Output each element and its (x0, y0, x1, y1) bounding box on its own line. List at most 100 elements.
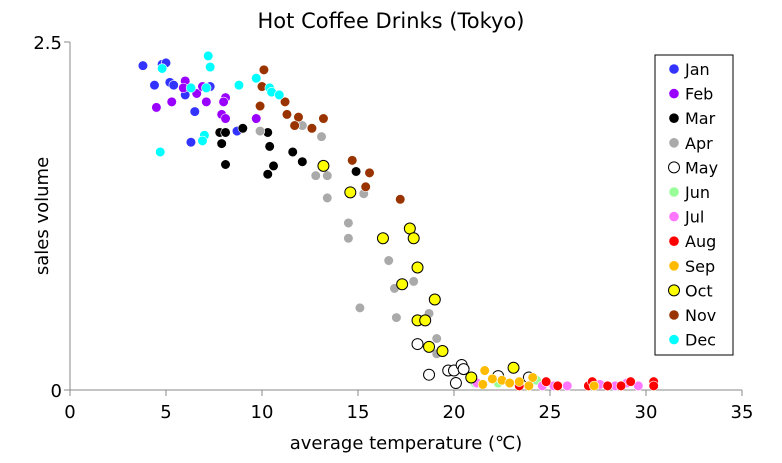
y-tick-label: 2.5 (33, 33, 62, 54)
data-point-dec (205, 61, 216, 73)
data-point-dec (201, 82, 212, 94)
x-tick-label: 15 (347, 402, 370, 423)
data-point-dec (274, 89, 285, 100)
legend-marker-aug (669, 236, 679, 246)
data-point-feb (251, 113, 262, 124)
data-point-mar (297, 156, 308, 167)
data-point-oct (465, 371, 478, 384)
data-point-nov (254, 100, 266, 112)
data-point-feb (220, 113, 231, 124)
data-point-oct (436, 345, 449, 358)
data-point-jul (562, 380, 573, 391)
data-point-sep (514, 376, 525, 387)
data-point-feb (166, 96, 177, 107)
x-tick-label: 35 (731, 402, 754, 423)
legend-marker-feb (669, 88, 679, 99)
data-point-sep (504, 377, 515, 389)
data-point-nov (306, 123, 318, 134)
data-point-mar (220, 127, 231, 138)
data-point-nov (293, 112, 304, 123)
data-point-aug (625, 376, 636, 387)
data-point-apr (354, 302, 366, 313)
data-point-jan (185, 137, 197, 148)
data-point-oct (376, 232, 389, 245)
data-point-dec (233, 80, 245, 91)
data-point-feb (201, 96, 212, 107)
data-point-apr (322, 170, 333, 181)
data-point-sep (487, 373, 498, 384)
data-point-oct (419, 314, 432, 327)
data-point-may (449, 377, 462, 390)
legend-label: Nov (685, 306, 716, 325)
legend-marker-nov (669, 310, 679, 320)
data-point-may (457, 363, 470, 376)
legend-marker-oct (668, 284, 680, 297)
data-point-apr (254, 125, 266, 137)
x-tick-label: 30 (635, 402, 658, 423)
data-point-sep (479, 365, 490, 376)
data-point-apr (316, 131, 327, 142)
data-point-dec (203, 50, 214, 62)
legend-label: Mar (685, 109, 716, 128)
legend-marker-apr (669, 138, 679, 148)
data-point-aug (552, 380, 563, 391)
data-point-oct (423, 340, 436, 353)
data-point-apr (383, 255, 394, 266)
legend-label: Jun (684, 183, 710, 202)
legend-label: Sep (685, 257, 715, 276)
legend-marker-jan (669, 64, 679, 74)
data-point-mar (262, 169, 273, 180)
data-point-dec (197, 135, 208, 146)
data-point-sep (527, 372, 538, 383)
x-tick-label: 20 (443, 402, 466, 423)
data-point-apr (310, 170, 321, 181)
data-point-nov (364, 167, 375, 178)
x-tick-label: 0 (64, 402, 75, 423)
y-tick-label: 0 (51, 381, 62, 402)
data-point-dec (185, 82, 197, 94)
data-point-dec (155, 146, 166, 158)
data-point-mar (268, 160, 279, 171)
data-point-nov (279, 96, 291, 107)
legend-marker-dec (669, 334, 679, 345)
legend-marker-mar (669, 113, 679, 123)
data-point-sep (589, 380, 600, 391)
data-point-may (411, 338, 424, 351)
data-point-mar (287, 146, 298, 158)
legend-label: Aug (685, 232, 716, 251)
data-point-apr (343, 217, 354, 229)
legend-marker-jun (669, 187, 679, 197)
legend-label: Apr (685, 134, 713, 153)
data-point-oct (317, 159, 330, 172)
legend-box (654, 54, 734, 356)
data-point-oct (428, 293, 441, 306)
data-point-nov (347, 155, 358, 166)
data-point-aug (615, 380, 627, 391)
x-axis-label: average temperature (℃) (290, 433, 523, 454)
legend-label: May (685, 158, 718, 177)
data-point-mar (220, 159, 231, 170)
data-point-nov (289, 120, 300, 131)
legend-marker-sep (669, 261, 679, 271)
data-point-jan (137, 60, 149, 71)
legend-label: Dec (685, 331, 716, 350)
data-point-apr (408, 276, 419, 287)
data-point-oct (407, 232, 420, 245)
data-point-mar (216, 138, 227, 149)
data-point-jan (168, 80, 179, 91)
data-point-may (423, 368, 436, 381)
data-point-nov (318, 113, 329, 124)
data-point-jan (189, 106, 200, 117)
data-point-apr (391, 312, 402, 323)
data-point-sep (523, 380, 534, 391)
legend-label: Oct (685, 281, 713, 300)
data-point-oct (507, 361, 520, 374)
data-point-feb (151, 102, 162, 113)
data-point-oct (344, 186, 357, 199)
x-tick-label: 5 (160, 402, 171, 423)
data-point-nov (258, 64, 270, 75)
data-point-mar (264, 141, 275, 152)
chart-title: Hot Coffee Drinks (Tokyo) (258, 9, 525, 33)
data-point-apr (431, 333, 442, 344)
